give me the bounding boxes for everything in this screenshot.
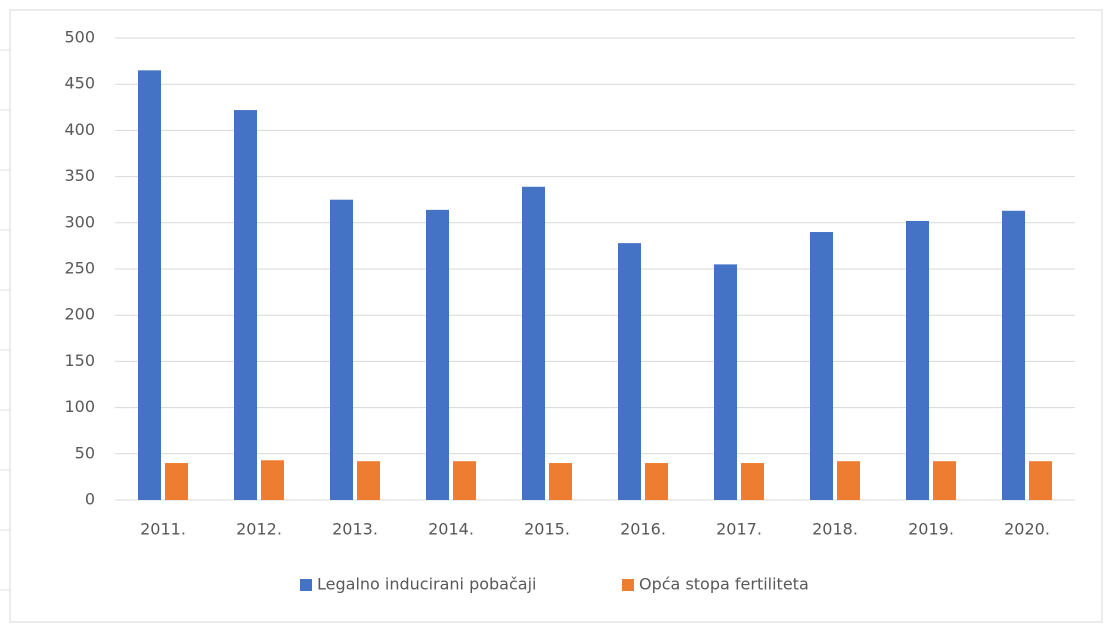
y-tick-label: 150	[64, 351, 95, 370]
bar	[138, 70, 161, 500]
bar	[234, 110, 257, 501]
legend-label: Legalno inducirani pobačaji	[317, 575, 536, 594]
y-tick-label: 0	[85, 490, 95, 509]
bar	[549, 463, 572, 500]
x-tick-label: 2012.	[236, 520, 282, 539]
bar	[810, 232, 833, 501]
bar	[165, 463, 188, 500]
bar	[357, 461, 380, 500]
y-tick-label: 50	[75, 443, 95, 462]
x-tick-label: 2014.	[428, 520, 474, 539]
bar	[426, 209, 449, 500]
y-tick-label: 200	[64, 305, 95, 324]
bar	[906, 220, 929, 500]
bar	[1002, 210, 1025, 500]
legend-swatch	[622, 579, 634, 591]
y-tick-label: 500	[64, 28, 95, 47]
legend-swatch	[300, 579, 312, 591]
bar	[714, 264, 737, 500]
bar	[837, 461, 860, 500]
x-tick-label: 2018.	[812, 520, 858, 539]
y-tick-label: 350	[64, 166, 95, 185]
bar	[1029, 461, 1052, 500]
bar	[330, 199, 353, 500]
x-tick-label: 2015.	[524, 520, 570, 539]
legend-label: Opća stopa fertiliteta	[639, 575, 809, 594]
bar	[741, 463, 764, 500]
y-tick-label: 400	[64, 120, 95, 139]
sheet-grid	[0, 49, 10, 591]
y-tick-label: 450	[64, 74, 95, 93]
bar	[522, 186, 545, 501]
x-tick-label: 2017.	[716, 520, 762, 539]
y-tick-label: 250	[64, 259, 95, 278]
bar	[933, 461, 956, 500]
x-tick-label: 2020.	[1004, 520, 1050, 539]
bar	[618, 243, 641, 501]
bar	[645, 463, 668, 500]
x-tick-label: 2016.	[620, 520, 666, 539]
bar	[261, 460, 284, 500]
bar	[453, 461, 476, 500]
x-tick-label: 2019.	[908, 520, 954, 539]
y-tick-label: 100	[64, 397, 95, 416]
y-tick-label: 300	[64, 212, 95, 231]
x-tick-label: 2011.	[140, 520, 186, 539]
x-tick-label: 2013.	[332, 520, 378, 539]
